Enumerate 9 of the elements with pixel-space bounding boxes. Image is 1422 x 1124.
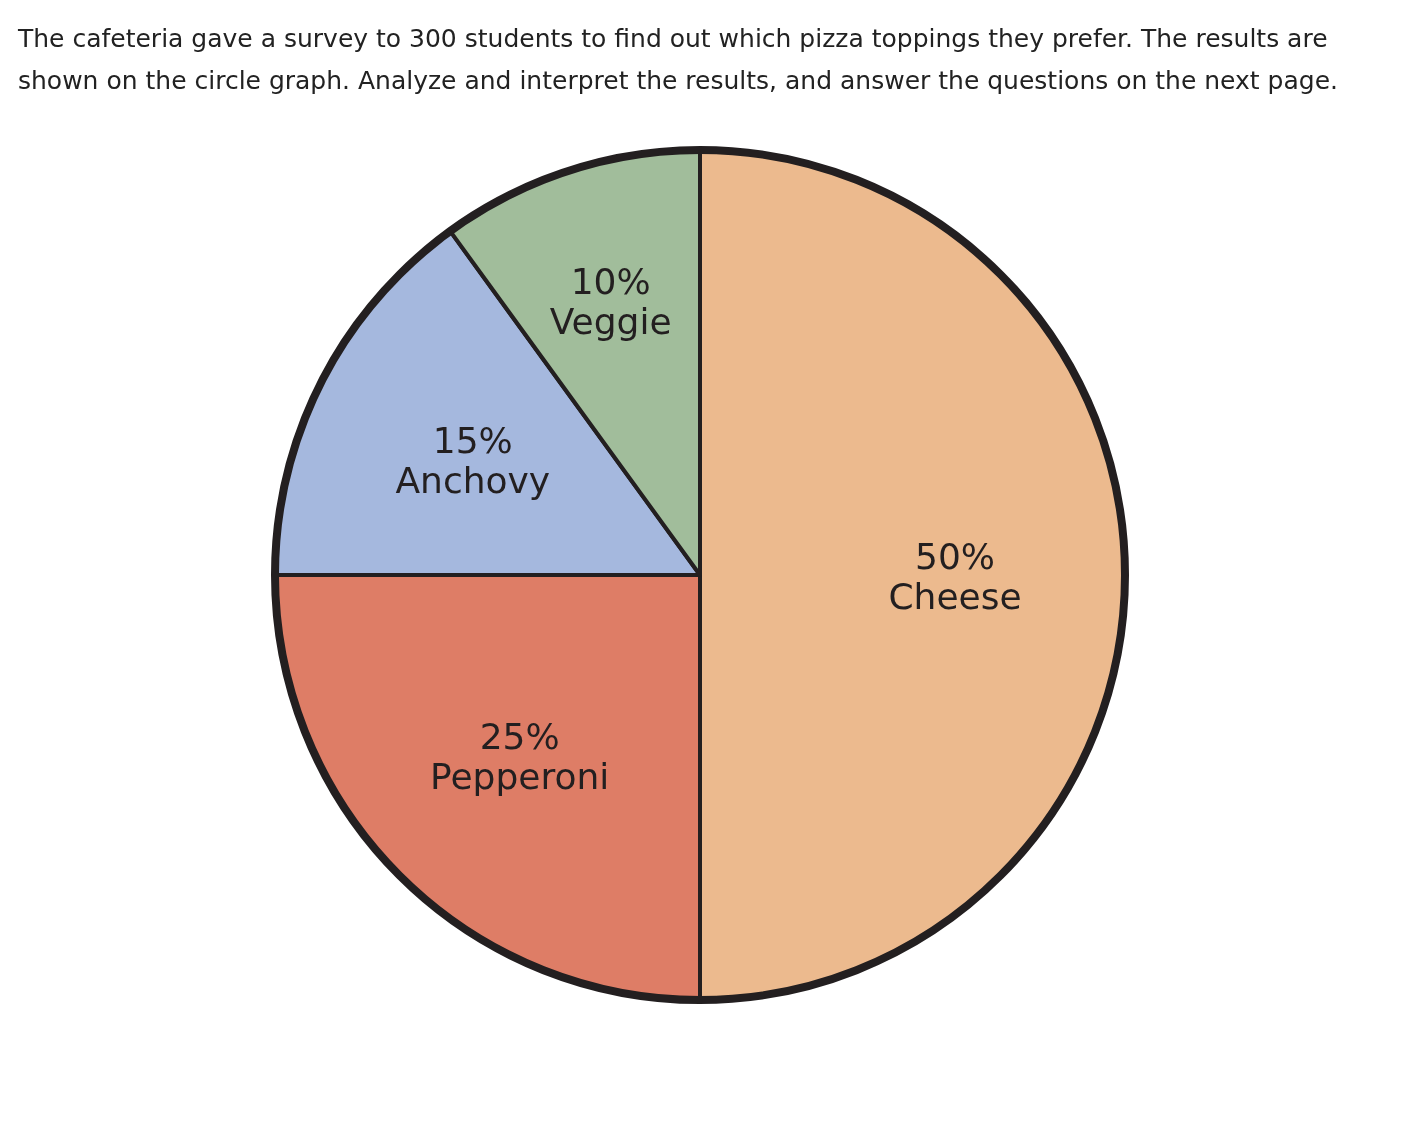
data-label: 25% [479, 716, 560, 758]
data-label: 50% [914, 536, 996, 577]
slice-label: Cheese [888, 576, 1022, 617]
slice-label: Veggie [549, 301, 672, 343]
data-label: 10% [570, 261, 651, 303]
data-label: 15% [432, 420, 513, 462]
slice-label: Anchovy [395, 460, 551, 502]
slice-label: Pepperoni [430, 756, 610, 798]
chart-title: The cafeteria gave a survey to 300 students to find out which pizza toppings they prefer. The results are shown on the circle graph. Analyze and interpret the results, and answer the questions on the next page. [17, 23, 1339, 97]
